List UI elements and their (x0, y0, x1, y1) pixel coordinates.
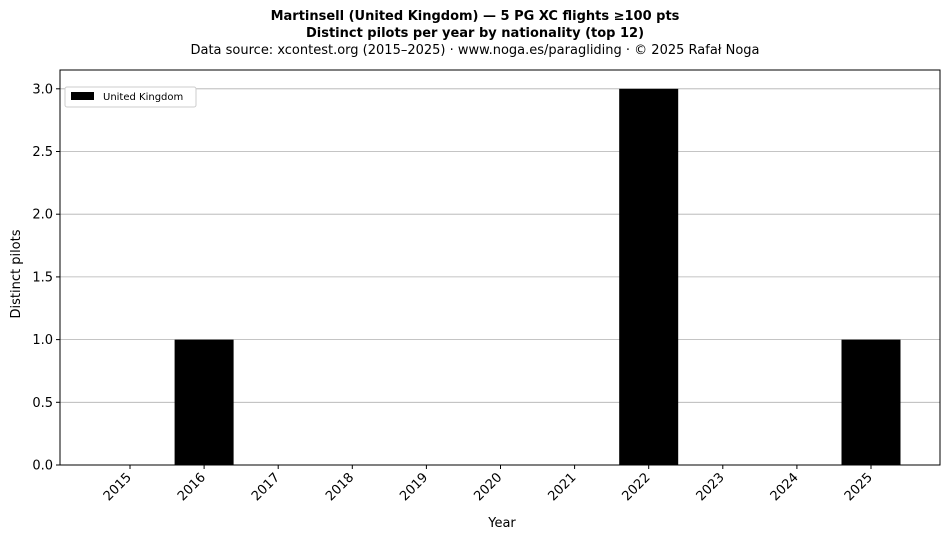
y-tick-label: 2.5 (32, 145, 53, 160)
chart-subtitle: Data source: xcontest.org (2015–2025) · … (190, 43, 760, 58)
bar-2022 (619, 88, 679, 466)
legend: United Kingdom (64, 86, 197, 108)
y-axis-ticks: 0.0 0.5 1.0 1.5 2.0 2.5 3.0 (32, 82, 60, 474)
y-tick-label: 0.0 (32, 459, 53, 474)
x-tick-label: 2025 (842, 470, 876, 504)
y-tick-label: 1.5 (32, 270, 53, 285)
x-tick-label: 2023 (694, 470, 728, 504)
chart-title: Martinsell (United Kingdom) — 5 PG XC fl… (270, 9, 680, 24)
x-tick-label: 2019 (397, 470, 431, 504)
chart-title-block: Martinsell (United Kingdom) — 5 PG XC fl… (0, 8, 950, 59)
x-tick-label: 2016 (175, 470, 209, 504)
bar-2016 (174, 339, 234, 465)
x-tick-label: 2022 (620, 470, 654, 504)
y-tick-label: 0.5 (32, 396, 53, 411)
x-tick-label: 2021 (545, 470, 579, 504)
x-axis-label: Year (487, 516, 516, 531)
bar-2025 (841, 339, 901, 465)
x-tick-label: 2015 (101, 470, 135, 504)
x-tick-label: 2020 (471, 470, 505, 504)
chart-title-line2: Distinct pilots per year by nationality … (305, 26, 645, 41)
bars (174, 88, 901, 466)
x-tick-label: 2018 (323, 470, 357, 504)
y-tick-label: 1.0 (32, 333, 53, 348)
y-axis-label: Distinct pilots (9, 229, 24, 318)
x-tick-label: 2024 (768, 470, 802, 504)
y-tick-label: 3.0 (32, 82, 53, 97)
x-tick-label: 2017 (249, 470, 283, 504)
y-tick-label: 2.0 (32, 208, 53, 223)
legend-swatch-united-kingdom (71, 92, 94, 100)
legend-label-united-kingdom: United Kingdom (103, 92, 183, 103)
legend-frame (64, 86, 197, 108)
x-axis-ticks: 2015 2016 2017 2018 2019 2020 2021 2022 2023 2024… (101, 465, 876, 504)
